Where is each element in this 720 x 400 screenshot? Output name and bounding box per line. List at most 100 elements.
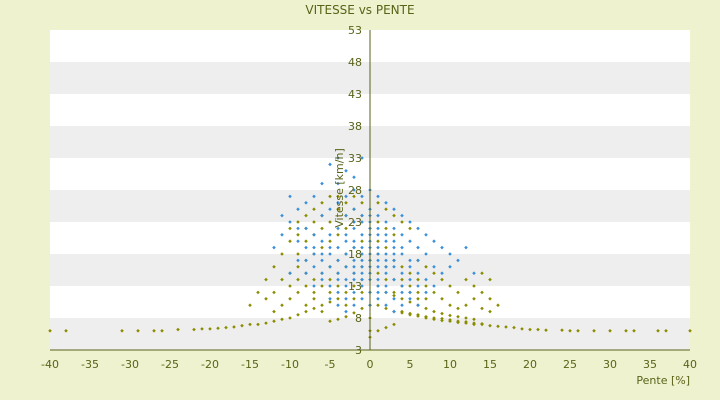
data-point bbox=[384, 233, 388, 237]
data-point bbox=[376, 297, 380, 301]
data-point bbox=[312, 252, 316, 256]
data-point bbox=[320, 213, 324, 218]
data-point bbox=[360, 233, 364, 237]
data-point bbox=[352, 258, 356, 263]
data-point bbox=[392, 213, 396, 218]
data-point bbox=[400, 213, 404, 218]
data-point bbox=[472, 317, 476, 322]
data-point bbox=[376, 226, 380, 231]
data-point bbox=[384, 207, 388, 211]
data-point bbox=[360, 201, 364, 205]
data-point bbox=[352, 297, 356, 301]
data-point bbox=[352, 311, 356, 315]
data-point bbox=[416, 245, 420, 250]
data-point bbox=[560, 328, 564, 332]
x-tick-label: -20 bbox=[201, 358, 219, 371]
data-point bbox=[344, 314, 348, 319]
data-point bbox=[352, 220, 356, 224]
data-point bbox=[448, 265, 452, 269]
data-point bbox=[376, 220, 380, 224]
data-point bbox=[312, 207, 316, 211]
data-point bbox=[392, 258, 396, 263]
data-point bbox=[456, 314, 460, 319]
data-point bbox=[432, 309, 436, 314]
data-point bbox=[328, 245, 332, 250]
x-tick-label: 40 bbox=[683, 358, 697, 371]
data-point bbox=[416, 297, 420, 301]
data-point bbox=[280, 252, 284, 256]
data-point bbox=[288, 220, 292, 224]
data-point bbox=[360, 239, 364, 243]
data-point bbox=[280, 213, 284, 218]
data-point bbox=[296, 290, 300, 295]
data-point bbox=[376, 252, 380, 256]
data-point bbox=[376, 271, 380, 275]
data-point bbox=[320, 201, 324, 205]
data-point bbox=[664, 329, 668, 333]
data-point bbox=[424, 277, 428, 282]
data-point bbox=[336, 194, 340, 199]
data-point bbox=[392, 226, 396, 231]
data-point bbox=[280, 277, 284, 282]
data-point bbox=[296, 252, 300, 256]
data-point bbox=[296, 207, 300, 211]
data-point bbox=[592, 329, 596, 333]
data-point bbox=[328, 239, 332, 243]
data-point bbox=[264, 297, 268, 301]
data-point bbox=[344, 226, 348, 231]
data-point bbox=[376, 233, 380, 237]
data-point bbox=[400, 309, 404, 314]
x-tick-label: 10 bbox=[443, 358, 457, 371]
data-point bbox=[344, 265, 348, 269]
data-point bbox=[272, 265, 276, 269]
data-point bbox=[344, 277, 348, 282]
data-point bbox=[384, 277, 388, 282]
data-point bbox=[288, 271, 292, 275]
data-point bbox=[416, 258, 420, 263]
data-point bbox=[432, 290, 436, 295]
chart-title: VITESSE vs PENTE bbox=[305, 3, 414, 17]
data-point bbox=[440, 277, 444, 282]
data-point bbox=[360, 284, 364, 288]
data-point bbox=[336, 297, 340, 301]
data-point bbox=[336, 245, 340, 250]
data-point bbox=[480, 321, 484, 326]
data-point bbox=[400, 303, 404, 307]
data-point bbox=[312, 233, 316, 237]
x-tick-label: -10 bbox=[281, 358, 299, 371]
data-point bbox=[336, 226, 340, 231]
data-point bbox=[480, 306, 484, 311]
data-point bbox=[376, 277, 380, 282]
data-point bbox=[304, 309, 308, 314]
data-point bbox=[344, 303, 348, 307]
data-point bbox=[344, 290, 348, 295]
data-point bbox=[392, 207, 396, 211]
x-tick-label: -15 bbox=[241, 358, 259, 371]
data-point bbox=[264, 277, 268, 282]
data-point bbox=[360, 306, 364, 311]
data-point bbox=[400, 271, 404, 275]
data-point bbox=[416, 277, 420, 282]
data-point bbox=[312, 297, 316, 301]
data-point bbox=[432, 284, 436, 288]
data-point bbox=[496, 303, 500, 307]
data-point bbox=[320, 245, 324, 250]
data-point bbox=[424, 290, 428, 295]
data-point bbox=[328, 284, 332, 288]
data-point bbox=[392, 290, 396, 295]
data-point bbox=[360, 213, 364, 218]
data-point bbox=[464, 277, 468, 282]
data-point bbox=[280, 233, 284, 237]
data-point bbox=[488, 309, 492, 314]
data-point bbox=[328, 300, 332, 304]
data-point bbox=[376, 213, 380, 218]
data-point bbox=[336, 284, 340, 288]
data-point bbox=[352, 226, 356, 231]
data-point bbox=[392, 239, 396, 243]
data-point bbox=[392, 233, 396, 237]
data-point bbox=[408, 290, 412, 295]
data-point bbox=[312, 220, 316, 224]
data-point bbox=[416, 303, 420, 307]
y-tick-label: 43 bbox=[348, 88, 362, 101]
